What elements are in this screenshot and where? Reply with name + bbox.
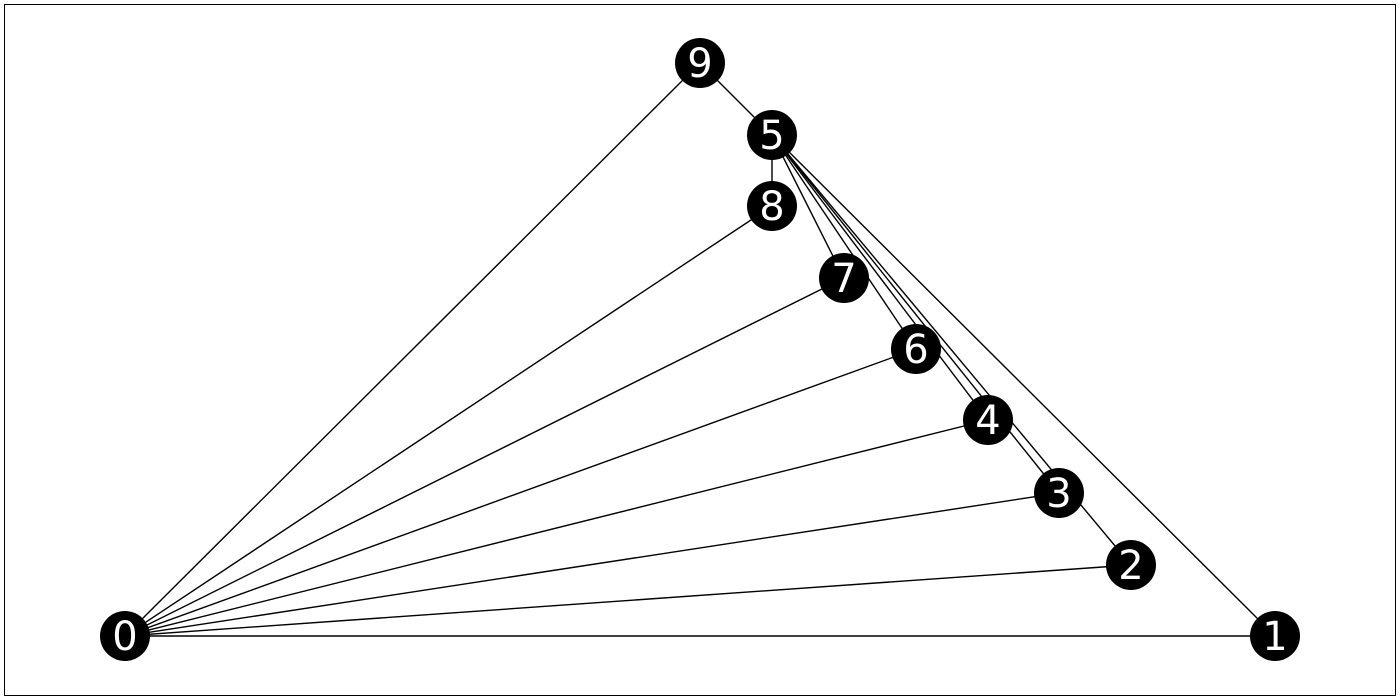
edge-5-3 <box>771 134 1060 494</box>
node-circle-6 <box>891 324 941 374</box>
node-circle-1 <box>1250 611 1300 661</box>
node-1: 1 <box>1250 611 1300 661</box>
edge-5-4 <box>771 134 989 421</box>
node-5: 5 <box>747 110 797 160</box>
edge-0-6 <box>124 348 917 637</box>
node-label-6: 6 <box>903 327 928 373</box>
node-label-9: 9 <box>687 41 712 87</box>
node-label-8: 8 <box>759 184 784 230</box>
edge-5-1 <box>771 134 1276 637</box>
node-label-5: 5 <box>759 113 784 159</box>
node-label-1: 1 <box>1262 614 1287 660</box>
node-9: 9 <box>675 38 725 88</box>
node-circle-5 <box>747 110 797 160</box>
node-6: 6 <box>891 324 941 374</box>
node-0: 0 <box>100 611 150 661</box>
node-circle-4 <box>963 395 1013 445</box>
node-label-3: 3 <box>1046 471 1071 517</box>
node-8: 8 <box>747 181 797 231</box>
node-circle-8 <box>747 181 797 231</box>
edge-5-6 <box>771 134 917 350</box>
node-label-2: 2 <box>1118 543 1143 589</box>
node-3: 3 <box>1034 468 1084 518</box>
node-label-0: 0 <box>112 614 137 660</box>
node-circle-2 <box>1106 540 1156 590</box>
node-circle-9 <box>675 38 725 88</box>
node-7: 7 <box>819 253 869 303</box>
edge-0-9 <box>124 62 701 637</box>
node-circle-0 <box>100 611 150 661</box>
edge-0-3 <box>124 492 1060 637</box>
edge-0-7 <box>124 277 845 637</box>
edges-layer <box>124 62 1276 637</box>
node-circle-7 <box>819 253 869 303</box>
edge-0-4 <box>124 419 989 637</box>
node-4: 4 <box>963 395 1013 445</box>
plot-frame <box>4 4 1396 696</box>
node-label-7: 7 <box>831 256 856 302</box>
node-circle-3 <box>1034 468 1084 518</box>
edge-5-7 <box>771 134 845 279</box>
node-2: 2 <box>1106 540 1156 590</box>
edge-0-8 <box>124 205 773 637</box>
edge-0-2 <box>124 564 1132 637</box>
nodes-layer: 0 1 2 34 5 6 7 8 9 <box>100 38 1300 661</box>
node-label-4: 4 <box>975 398 1000 444</box>
